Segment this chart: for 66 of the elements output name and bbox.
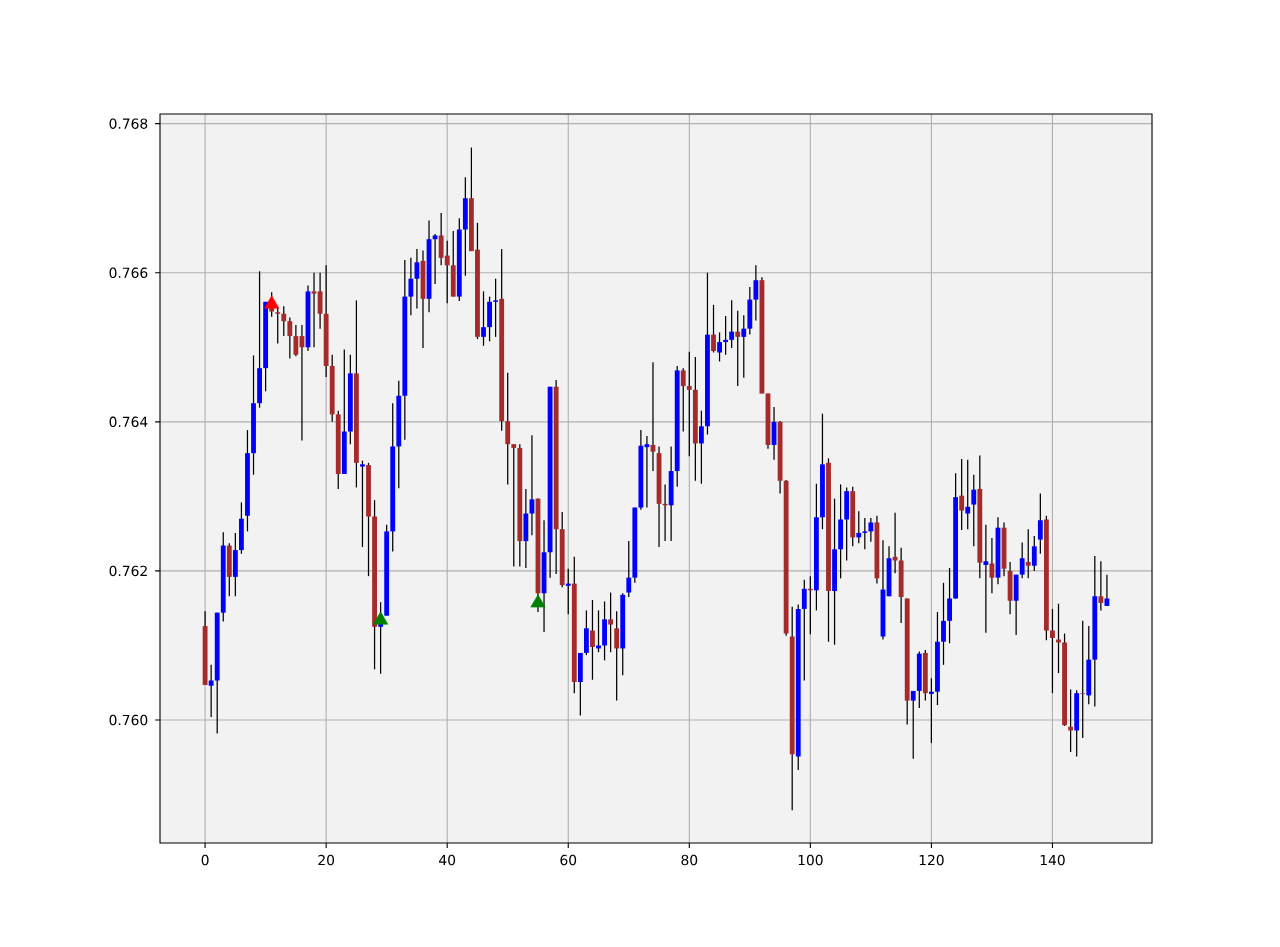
- candlestick: [408, 257, 414, 316]
- candlestick: [1031, 535, 1037, 572]
- candlestick: [856, 510, 862, 544]
- candlestick: [1050, 608, 1055, 694]
- y-tick-label: 0.768: [109, 118, 148, 129]
- x-tick-label: 40: [439, 854, 456, 866]
- candlestick: [741, 314, 747, 379]
- point: [264, 295, 280, 309]
- x-tick-label: 20: [318, 854, 335, 866]
- y-tick-label: 0.764: [109, 416, 148, 428]
- candlestick: [614, 610, 620, 702]
- x-tick-label: 0: [201, 854, 209, 866]
- candlestick: [432, 233, 438, 285]
- candlestick: [275, 307, 281, 345]
- x-tick-label: 120: [919, 854, 944, 866]
- candlestick: [947, 567, 952, 644]
- candlestick: [565, 568, 571, 615]
- candlestick: [360, 459, 365, 548]
- candlestick: [493, 278, 499, 338]
- point: [373, 611, 389, 625]
- candlestick: [868, 517, 874, 543]
- candlestick: [317, 272, 323, 330]
- candlestick: [596, 609, 601, 653]
- candlestick: [1025, 528, 1031, 579]
- candlestick: [910, 690, 916, 760]
- candlestick: [959, 458, 965, 531]
- candlestick: [1019, 541, 1025, 579]
- candlestick: [281, 305, 287, 337]
- candlestick: [608, 591, 614, 653]
- candlestick: [862, 517, 868, 550]
- candlestick: [1080, 620, 1086, 739]
- x-tick-label: 60: [560, 854, 577, 866]
- candlestick: [965, 459, 971, 530]
- candlestick: [1037, 492, 1043, 555]
- candlestick: [941, 582, 946, 666]
- x-tick-label: 100: [798, 854, 823, 866]
- candlestick: [1056, 603, 1061, 674]
- y-tick-label: 0.762: [109, 565, 147, 577]
- candlestick: [735, 310, 741, 387]
- candlestick: [311, 272, 317, 348]
- candlestick: [1098, 560, 1104, 612]
- candlestick: [208, 664, 214, 718]
- candlestick: [983, 524, 989, 634]
- x-tick-label: 80: [681, 854, 698, 866]
- candlestick: [729, 299, 735, 349]
- candlestick: [686, 351, 692, 457]
- candlestick: [505, 372, 511, 486]
- candlestick: [626, 540, 632, 598]
- candlestick: [293, 324, 299, 357]
- candlestick: [287, 316, 293, 360]
- x-tick-label: 140: [1040, 854, 1065, 866]
- candlestick: [511, 443, 517, 568]
- candlestick: [481, 290, 486, 347]
- candlestick: [723, 315, 729, 356]
- candlestick: [698, 410, 704, 485]
- candlestick: [711, 304, 716, 354]
- point: [530, 594, 546, 608]
- y-tick-label: 0.760: [109, 714, 148, 726]
- candlestick: [928, 677, 934, 744]
- candlestick: [680, 367, 686, 433]
- candlestick: [590, 599, 595, 681]
- candlestick: [801, 579, 807, 682]
- candlestick: [717, 331, 722, 363]
- candlestick: [971, 474, 977, 547]
- y-tick-label: 0.766: [109, 267, 148, 278]
- candlestick: [753, 264, 759, 322]
